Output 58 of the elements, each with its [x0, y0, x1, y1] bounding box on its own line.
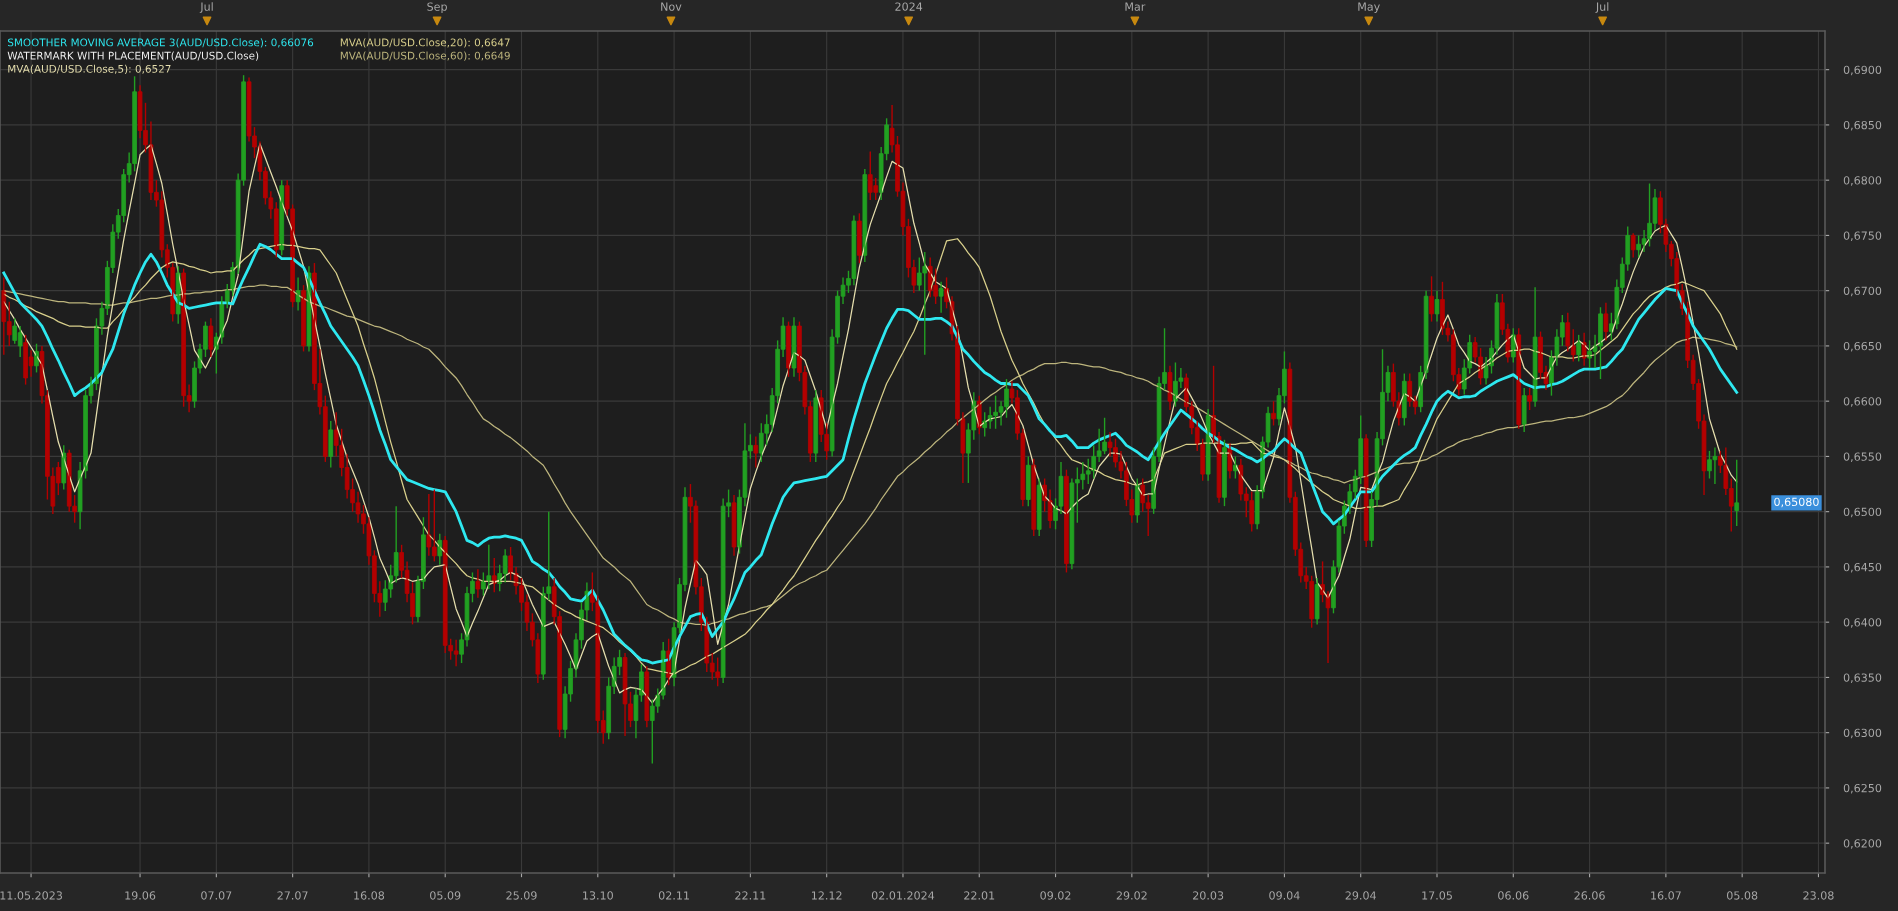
candlestick — [1527, 387, 1532, 411]
y-tick-label: 0,6250 — [1843, 783, 1882, 794]
x-tick-label: 22.11 — [735, 891, 766, 900]
y-tick-label: 0,6850 — [1843, 120, 1882, 131]
x-tick-label: 26.06 — [1574, 891, 1605, 900]
x-tick-label: 17.05 — [1422, 891, 1452, 900]
x2-tick-label: 2024 — [895, 2, 923, 11]
y-tick-label: 0,6900 — [1843, 65, 1882, 76]
x-tick-label: 05.09 — [430, 891, 461, 900]
y-tick-label: 0,6750 — [1843, 231, 1882, 241]
x-tick-label: 12.12 — [811, 891, 842, 900]
x-tick-label: 06.06 — [1498, 891, 1529, 900]
y-tick-label: 0,6700 — [1843, 286, 1882, 297]
y-tick-label: 0,6350 — [1843, 673, 1882, 683]
annotation: 0,65080 — [1774, 497, 1819, 508]
y-tick-label: 0,6300 — [1843, 728, 1882, 739]
x-tick-label: 09.02 — [1040, 891, 1071, 900]
text: MVA(AUD/USD.Close,20): 0,6647 — [340, 38, 510, 48]
text: MVA(AUD/USD.Close,5): 0,6527 — [8, 64, 171, 74]
text: SMOOTHER MOVING AVERAGE 3(AUD/USD.Close): 0,66076 — [7, 38, 314, 48]
y-tick-label: 0,6500 — [1843, 507, 1882, 518]
x-tick-label: 29.04 — [1345, 891, 1376, 900]
x-tick-label: 07.07 — [201, 891, 232, 900]
x2-tick-label: May — [1358, 2, 1380, 13]
y-tick-label: 0,6800 — [1843, 176, 1882, 186]
x2-tick-label: Nov — [661, 2, 682, 11]
x-tick-label: 13.10 — [583, 891, 613, 900]
x-tick-label: 19.06 — [125, 891, 156, 900]
x-tick-label: 22.01 — [964, 891, 995, 900]
x-tick-label: 09.04 — [1269, 891, 1300, 900]
y-tick-label: 0,6600 — [1843, 397, 1882, 407]
x2-tick-label: Sep — [427, 2, 447, 13]
candlestick — [1434, 289, 1440, 323]
x-tick-label: 02.11 — [658, 891, 689, 900]
x-tick-label: 29.02 — [1116, 891, 1147, 900]
y-tick-label: 0,6400 — [1843, 618, 1882, 628]
x-tick-label: 23.08 — [1803, 891, 1834, 900]
x-tick-label: 16.08 — [354, 891, 385, 900]
x2-tick-label: Jul — [199, 2, 213, 13]
x-tick-label: 20.03 — [1193, 891, 1224, 900]
y-tick-label: 0,6550 — [1843, 452, 1882, 462]
text: MVA(AUD/USD.Close,60): 0,6649 — [340, 51, 510, 61]
candlestick — [1734, 459, 1740, 527]
annotation: WATERMARK WITH PLACEMENT(AUD/USD.Close) — [7, 51, 259, 61]
x-tick-label: 11.05.2023 — [0, 891, 62, 900]
x2-tick-label: Mar — [1125, 2, 1146, 11]
candlestick — [1565, 312, 1571, 353]
x2-tick-label: Jul — [1595, 2, 1609, 13]
line-series — [3, 284, 1738, 627]
y-tick-label: 0,6450 — [1843, 562, 1882, 573]
x-tick-label: 16.07 — [1651, 891, 1681, 900]
x-tick-label: 05.08 — [1727, 891, 1758, 900]
candlestick — [1271, 400, 1276, 427]
x-tick-label: 02.01.2024 — [871, 891, 935, 900]
x-tick-label: 27.07 — [277, 891, 308, 900]
x-tick-label: 25.09 — [506, 891, 537, 900]
y-tick-label: 0,6650 — [1843, 341, 1882, 352]
y-tick-label: 0,6200 — [1843, 839, 1882, 849]
